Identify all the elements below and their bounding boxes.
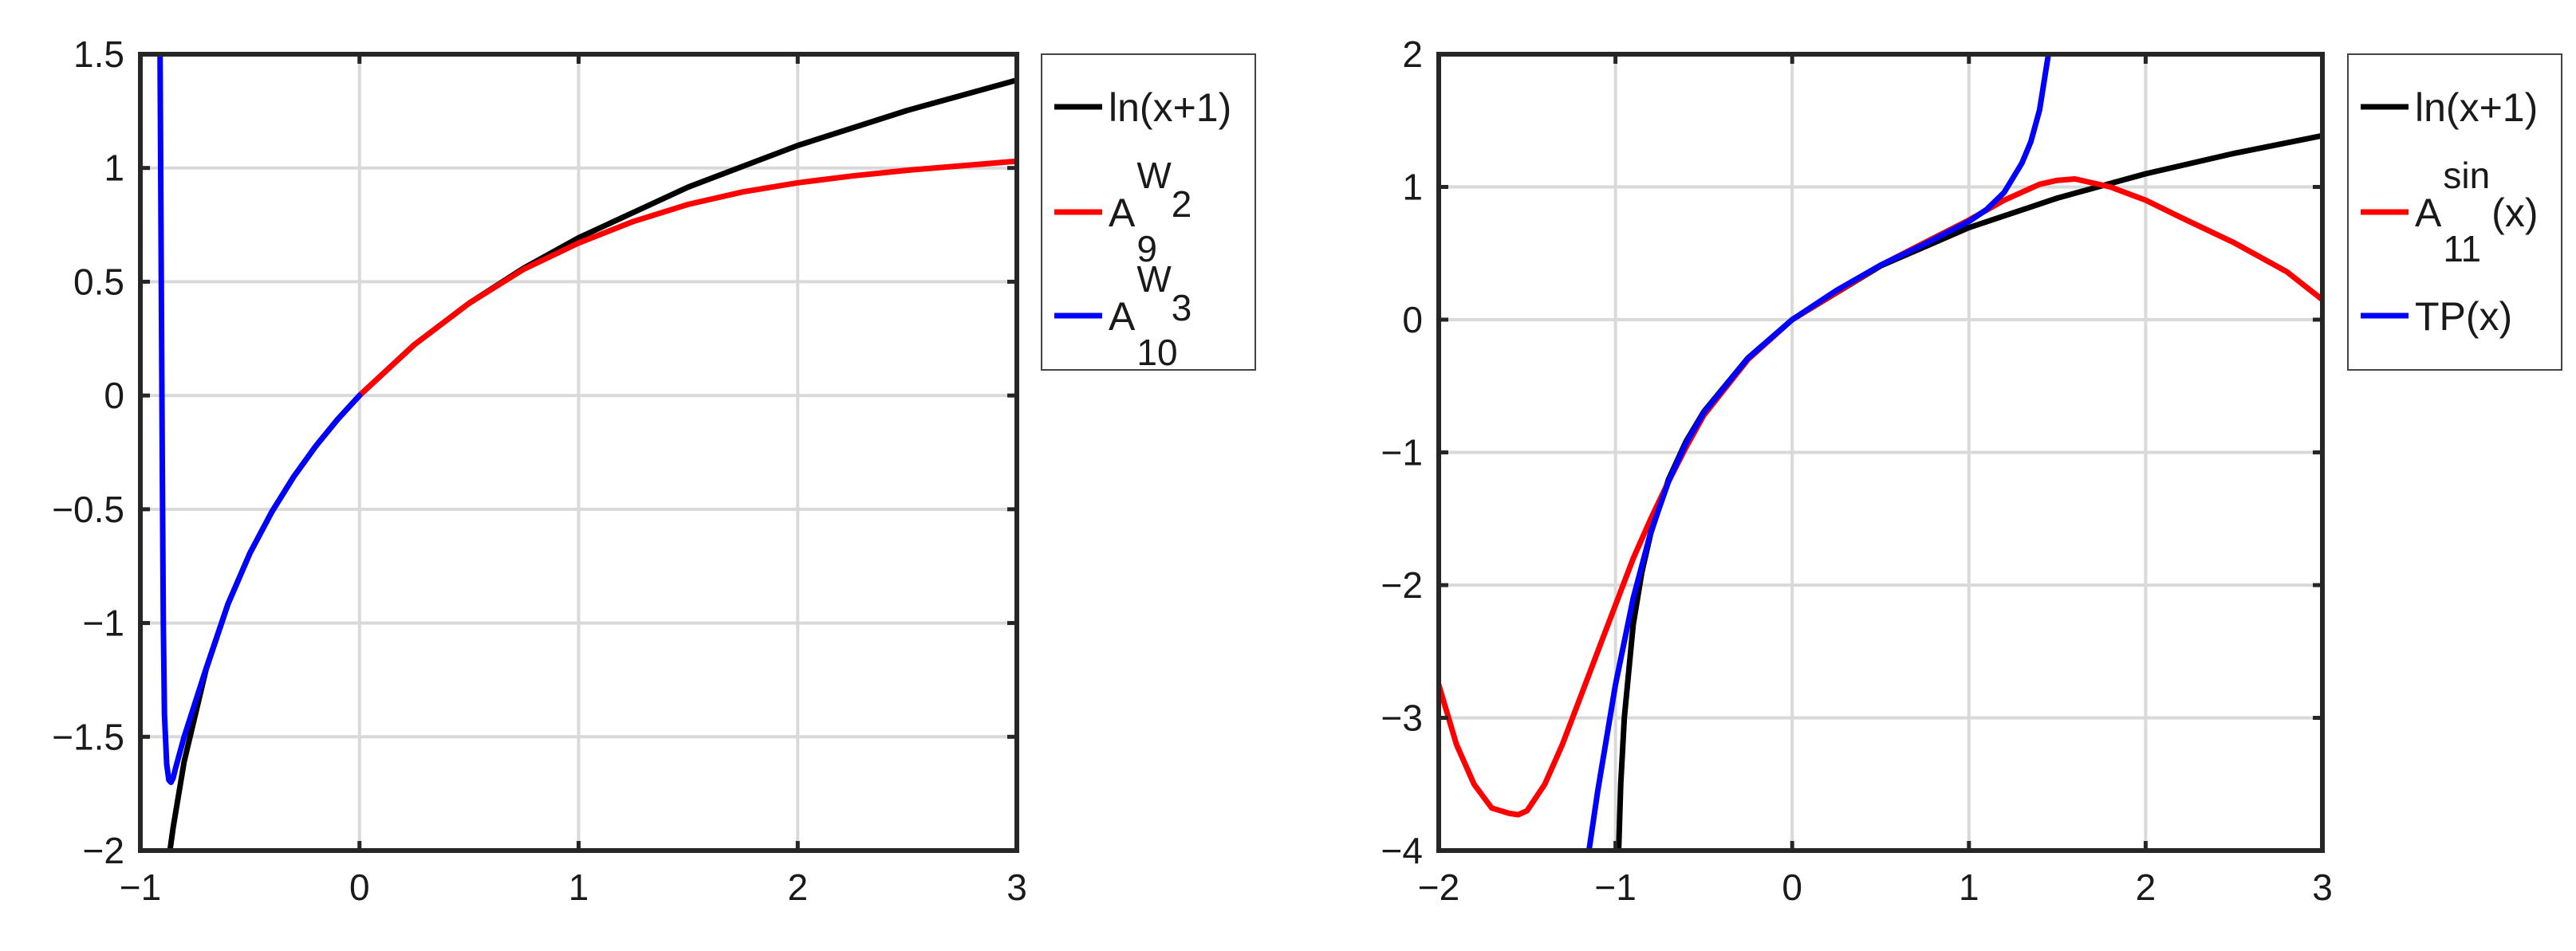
- y-tick-label: −2: [1381, 564, 1423, 606]
- y-tick-label: 2: [1402, 33, 1423, 75]
- series-group: [157, 54, 1017, 851]
- legend-superscript: sin: [2443, 155, 2490, 196]
- y-tick-label: −0.5: [52, 489, 124, 530]
- series-line-3: [1585, 54, 2051, 851]
- legend-superscript-index: 3: [1172, 287, 1192, 328]
- x-tick-label: 2: [2136, 867, 2157, 908]
- y-tick-label: −1.5: [52, 716, 124, 757]
- series-group: [1439, 54, 2322, 851]
- legend-subscript: 10: [1136, 332, 1177, 373]
- y-tick-label: 1: [1402, 167, 1423, 208]
- x-tick-label: 3: [1006, 867, 1027, 908]
- legend-label-2: A: [2415, 191, 2442, 235]
- series-line-2: [356, 158, 1017, 399]
- x-tick-label: 2: [787, 867, 808, 908]
- y-tick-label: −1: [83, 603, 124, 644]
- legend-subscript: 9: [1136, 228, 1157, 269]
- legend-label-2: A: [1109, 191, 1136, 235]
- series-line-3: [157, 54, 363, 785]
- y-tick-label: 0: [104, 375, 124, 416]
- legend-superscript: W: [1136, 258, 1172, 300]
- legend-subscript: 11: [2443, 228, 2481, 269]
- x-tick-label: 0: [1782, 867, 1802, 908]
- y-tick-label: −3: [1381, 698, 1423, 739]
- y-tick-label: 0: [1402, 299, 1423, 340]
- legend-label-1: ln(x+1): [1109, 85, 1231, 130]
- x-tick-label: 3: [2312, 867, 2333, 908]
- x-tick-label: −2: [1418, 867, 1459, 908]
- x-tick-label: 0: [349, 867, 370, 908]
- x-tick-label: −1: [120, 867, 161, 908]
- legend-label-3: TP(x): [2415, 294, 2512, 339]
- y-tick-label: −4: [1381, 830, 1423, 871]
- x-tick-label: 1: [1959, 867, 1979, 908]
- legend-superscript: W: [1136, 155, 1172, 196]
- x-tick-label: 1: [569, 867, 589, 908]
- y-tick-label: −2: [83, 830, 124, 871]
- y-tick-label: −1: [1381, 432, 1423, 474]
- y-tick-label: 1.5: [73, 33, 124, 75]
- legend-label-3: A: [1109, 294, 1136, 339]
- legend-superscript-index: 2: [1172, 183, 1192, 225]
- y-tick-label: 1: [104, 147, 124, 189]
- x-tick-label: −1: [1594, 867, 1636, 908]
- legend-suffix: (x): [2491, 191, 2538, 235]
- legend-label-1: ln(x+1): [2415, 85, 2538, 130]
- y-tick-label: 0.5: [73, 261, 124, 302]
- left-chart: −1 0 1 2 31.510.50−0.5−1−1.5−2ln(x+1)AW92AW1…: [52, 33, 1256, 908]
